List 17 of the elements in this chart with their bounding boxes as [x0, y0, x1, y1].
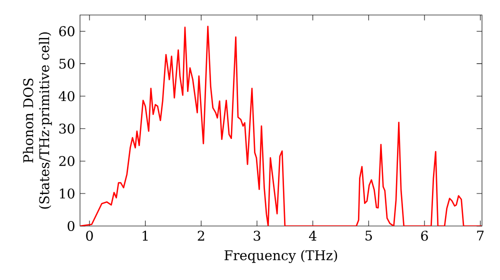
y-axis-title: Phonon DOS (States/THz·primitive cell) [22, 32, 52, 209]
y-tick-label: 10 [60, 188, 74, 199]
y-tick-label: 40 [58, 91, 74, 102]
x-tick-label: 2 [198, 230, 204, 241]
x-tick-label: 6 [421, 230, 428, 241]
x-tick-label: 4 [309, 230, 316, 241]
x-tick-label: 7 [477, 230, 484, 240]
x-tick-label: 1 [142, 230, 148, 241]
x-tick-label: 3 [254, 230, 260, 241]
y-tick-label: 0 [68, 220, 74, 232]
y-tick-label: 50 [59, 58, 74, 69]
x-tick-label: 0 [86, 230, 93, 241]
y-tick-label: 60 [59, 26, 74, 36]
y-tick-label: 30 [59, 124, 74, 134]
y-tick-label: 20 [59, 156, 74, 166]
x-tick-label: 5 [366, 230, 372, 241]
x-axis-title: Frequency (THz) [224, 250, 338, 264]
